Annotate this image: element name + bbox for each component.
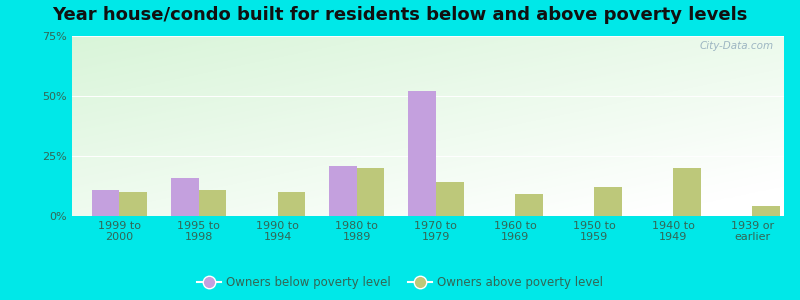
Bar: [171, 178, 198, 216]
Text: Year house/condo built for residents below and above poverty levels: Year house/condo built for residents bel…: [52, 6, 748, 24]
Legend: Owners below poverty level, Owners above poverty level: Owners below poverty level, Owners above…: [193, 272, 607, 294]
Bar: [674, 168, 701, 216]
Bar: [408, 91, 436, 216]
Bar: [515, 194, 542, 216]
Text: City-Data.com: City-Data.com: [699, 41, 774, 51]
Bar: [752, 206, 780, 216]
Bar: [436, 182, 463, 216]
Bar: [357, 168, 385, 216]
Bar: [92, 190, 119, 216]
Bar: [329, 166, 357, 216]
Bar: [278, 192, 306, 216]
Bar: [594, 187, 622, 216]
Bar: [198, 190, 226, 216]
Bar: [119, 192, 147, 216]
